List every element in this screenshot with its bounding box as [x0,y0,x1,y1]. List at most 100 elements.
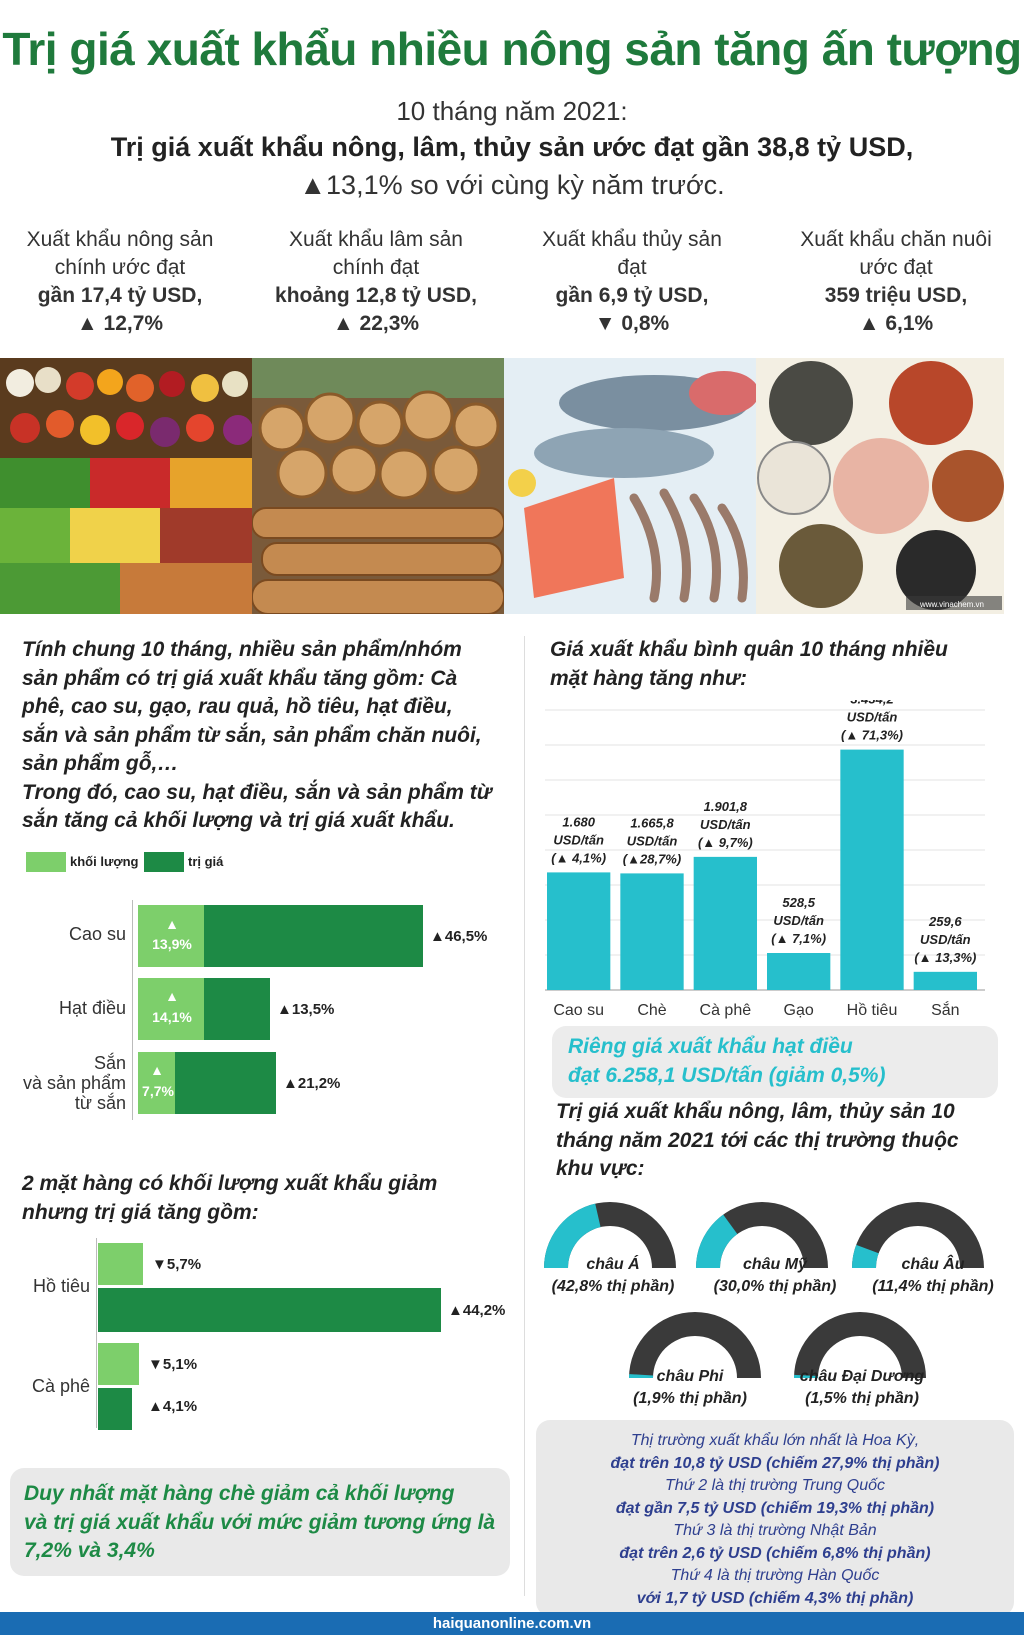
chart2-value-label: ▲4,1% [148,1398,198,1415]
tea-note: Duy nhất mặt hàng chè giảm cả khối lượng… [24,1480,504,1566]
chart1-volume-bar [138,978,204,1040]
photo-credit: www.vinachem.vn [919,600,984,609]
left-intro: Tính chung 10 tháng, nhiều sản phẩm/nhóm… [22,636,502,836]
price-data-label: 1.680 [562,814,595,829]
intro-line: Tính chung 10 tháng, nhiều sản phẩm/nhóm [22,638,462,661]
chart1-volume-label: 14,1% [152,1009,192,1025]
donut-track [629,1312,761,1378]
stat-value: khoảng 12,8 tỷ USD, [275,284,477,307]
price-data-label: USD/tấn [700,817,751,832]
market-line: Thứ 4 là thị trường Hàn Quốc [670,1567,880,1584]
chart2-value-bar [98,1388,132,1430]
chart2-value-label: ▲44,2% [448,1302,506,1319]
legend-value-swatch [144,852,184,872]
price-data-label: (▲ 13,3%) [914,950,976,965]
column-divider [524,636,525,1596]
price-title-line: mặt hàng tăng như: [550,666,747,690]
donut-name: châu Á [586,1256,640,1273]
price-title: Giá xuất khẩu bình quân 10 tháng nhiều m… [550,636,1010,693]
chart2-axis [96,1238,97,1428]
market-box [536,1420,1014,1616]
cashew-box [552,1026,998,1098]
tea-note-line: và trị giá xuất khẩu với mức giảm tương … [24,1510,496,1534]
legend-volume-swatch [26,852,66,872]
intro-line: sắn và sản phẩm từ sắn, sản phẩm chăn nu… [22,723,482,747]
price-bar [620,873,684,990]
chart1-value-label: ▲46,5% [430,928,488,945]
chart1-category: Cao su [68,924,126,944]
donut-label: châu Á (42,8% thị phần) [538,1254,688,1298]
intro-line: sắn tăng cả khối lượng và trị giá xuất k… [22,809,455,832]
price-xtick: Cà phê [700,1002,752,1019]
donut-label: châu Âu (11,4% thị phần) [858,1254,1008,1298]
donut-name: châu Đại Dương [799,1368,925,1385]
section2-line: 2 mặt hàng có khối lượng xuất khẩu giảm [22,1172,438,1195]
market-line: Thứ 3 là thị trường Nhật Bản [673,1522,877,1539]
market-line: Thứ 2 là thị trường Trung Quốc [665,1477,885,1494]
intro-line: Trong đó, cao su, hạt điều, sắn và sản p… [22,780,492,804]
stat-line1: Xuất khẩu thủy sản [542,228,722,251]
headline-growth: ▲13,1% so với cùng kỳ năm trước. [299,170,725,200]
headline: Trị giá xuất khẩu nông, lâm, thủy sản ướ… [110,132,914,162]
price-bar [693,856,757,990]
stat-change: ▼ 0,8% [594,312,670,335]
chart1-value-label: ▲13,5% [277,1001,335,1018]
legend-volume-label: khối lượng [70,854,139,869]
price-chart-bars: Cao su 1.680 USD/tấn (▲ 4,1%) Chè 1.665,8 USD/… [547,700,977,1019]
donut-share: (11,4% thị phần) [872,1278,994,1295]
stat-line1: Xuất khẩu lâm sản [289,228,463,251]
price-bar [767,953,831,990]
page-title: Trị giá xuất khẩu nhiều nông sản tăng ấn… [2,23,1022,75]
price-xtick: Chè [637,1002,666,1019]
stat-fish: Xuất khẩu thủy sản đạt gần 6,9 tỷ USD, ▼… [512,226,752,338]
donut-name: châu Âu [901,1256,965,1273]
stat-line2: chính ước đạt [54,256,186,279]
market-list: Thị trường xuất khẩu lớn nhất là Hoa Kỳ,… [536,1430,1014,1610]
price-data-label: 259,6 [928,914,962,929]
donut-share-arc [629,1374,654,1378]
donut-label: châu Phi (1,9% thị phần) [615,1366,765,1410]
footer-source[interactable]: haiquanonline.com.vn [0,1612,1024,1635]
market-title-line: tháng năm 2021 tới các thị trường thuộc [556,1128,959,1152]
stat-line2: đạt [617,256,647,279]
cashew-note: Riêng giá xuất khẩu hạt điều đạt 6.258,1… [568,1032,998,1090]
livestock-photo: www.vinachem.vn [756,358,1004,614]
stat-change: ▲ 22,3% [332,312,420,335]
donut-track [852,1202,984,1268]
price-bar [913,971,977,990]
region-donuts [544,1202,984,1378]
triangle-up-icon: ▲ [165,988,179,1004]
price-title-line: Giá xuất khẩu bình quân 10 tháng nhiều [550,638,948,661]
market-line: đạt trên 10,8 tỷ USD (chiếm 27,9% thị ph… [610,1454,940,1472]
section2-title: 2 mặt hàng có khối lượng xuất khẩu giảm … [22,1170,502,1227]
donut-name: châu Mỹ [742,1256,807,1273]
chart2-category: Cà phê [31,1376,90,1396]
price-data-label: USD/tấn [627,833,678,848]
market-line: đạt trên 2,6 tỷ USD (chiếm 6,8% thị phần… [619,1544,931,1562]
price-data-label: 528,5 [782,895,815,910]
chart1-axis [132,900,133,1120]
donut-track [696,1202,828,1268]
price-xtick: Cao su [553,1002,604,1019]
price-chart: Cao su 1.680 USD/tấn (▲ 4,1%) Chè 1.665,8 USD/… [545,700,985,1019]
price-data-label: USD/tấn [847,710,898,725]
stat-line2: ước đạt [859,256,933,279]
donut-label: châu Đại Dương (1,5% thị phần) [782,1366,942,1410]
stat-line1: Xuất khẩu nông sản [26,228,214,251]
chart2-category: Hồ tiêu [32,1276,90,1296]
chart1-category: Sắn và sản phẩm từ sắn [22,1053,126,1113]
tea-note-box [10,1468,510,1576]
stat-line2: chính đạt [332,256,420,279]
price-data-label: 3.434,2 [850,700,894,707]
market-title: Trị giá xuất khẩu nông, lâm, thủy sản 10… [556,1098,1006,1184]
tea-note-line: Duy nhất mặt hàng chè giảm cả khối lượng [24,1482,455,1505]
chart2-volume-bar [98,1343,139,1385]
legend-value-label: trị giá [188,854,224,869]
donut-share: (42,8% thị phần) [551,1278,675,1295]
price-bar [547,872,611,990]
donut-share: (1,9% thị phần) [633,1390,747,1407]
chart2-volume-bar [98,1243,143,1285]
donut-share-arc [544,1203,601,1268]
donut-share: (30,0% thị phần) [713,1278,837,1295]
donut-share-arc [852,1244,879,1268]
